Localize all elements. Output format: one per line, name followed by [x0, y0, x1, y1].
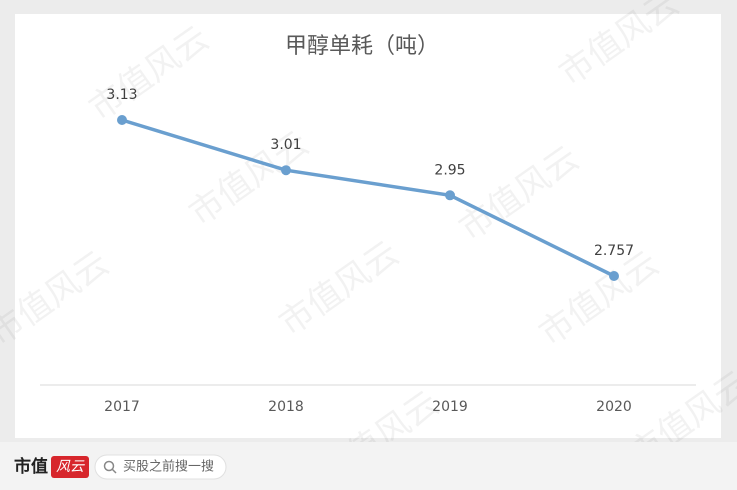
- data-label: 2.757: [594, 243, 634, 259]
- data-label: 3.13: [106, 87, 137, 103]
- data-label: 3.01: [270, 137, 301, 153]
- brand-main: 市值: [14, 456, 48, 477]
- data-point: [281, 165, 291, 176]
- search-box[interactable]: [94, 454, 227, 480]
- x-tick-label: 2018: [268, 399, 304, 415]
- data-label: 2.95: [434, 162, 465, 178]
- chart-title: 甲醇单耗（吨）: [285, 34, 439, 59]
- data-line: [121, 118, 615, 278]
- brand-accent: 风云: [56, 459, 85, 475]
- data-point: [445, 190, 455, 201]
- search-placeholder: 买股之前搜一搜: [123, 459, 214, 475]
- plot: 2017 2018 2019 2020 3.13 3.01 2.95 2.757: [104, 87, 634, 415]
- brand-badge: [51, 456, 89, 478]
- data-point: [117, 115, 127, 125]
- search-icon: [103, 460, 115, 472]
- x-tick-label: 2017: [104, 399, 140, 415]
- x-tick-label: 2020: [596, 399, 632, 415]
- x-tick-label: 2019: [432, 399, 468, 415]
- data-point: [609, 271, 619, 281]
- search-icon-handle: [111, 468, 117, 474]
- chart-card: [15, 14, 721, 438]
